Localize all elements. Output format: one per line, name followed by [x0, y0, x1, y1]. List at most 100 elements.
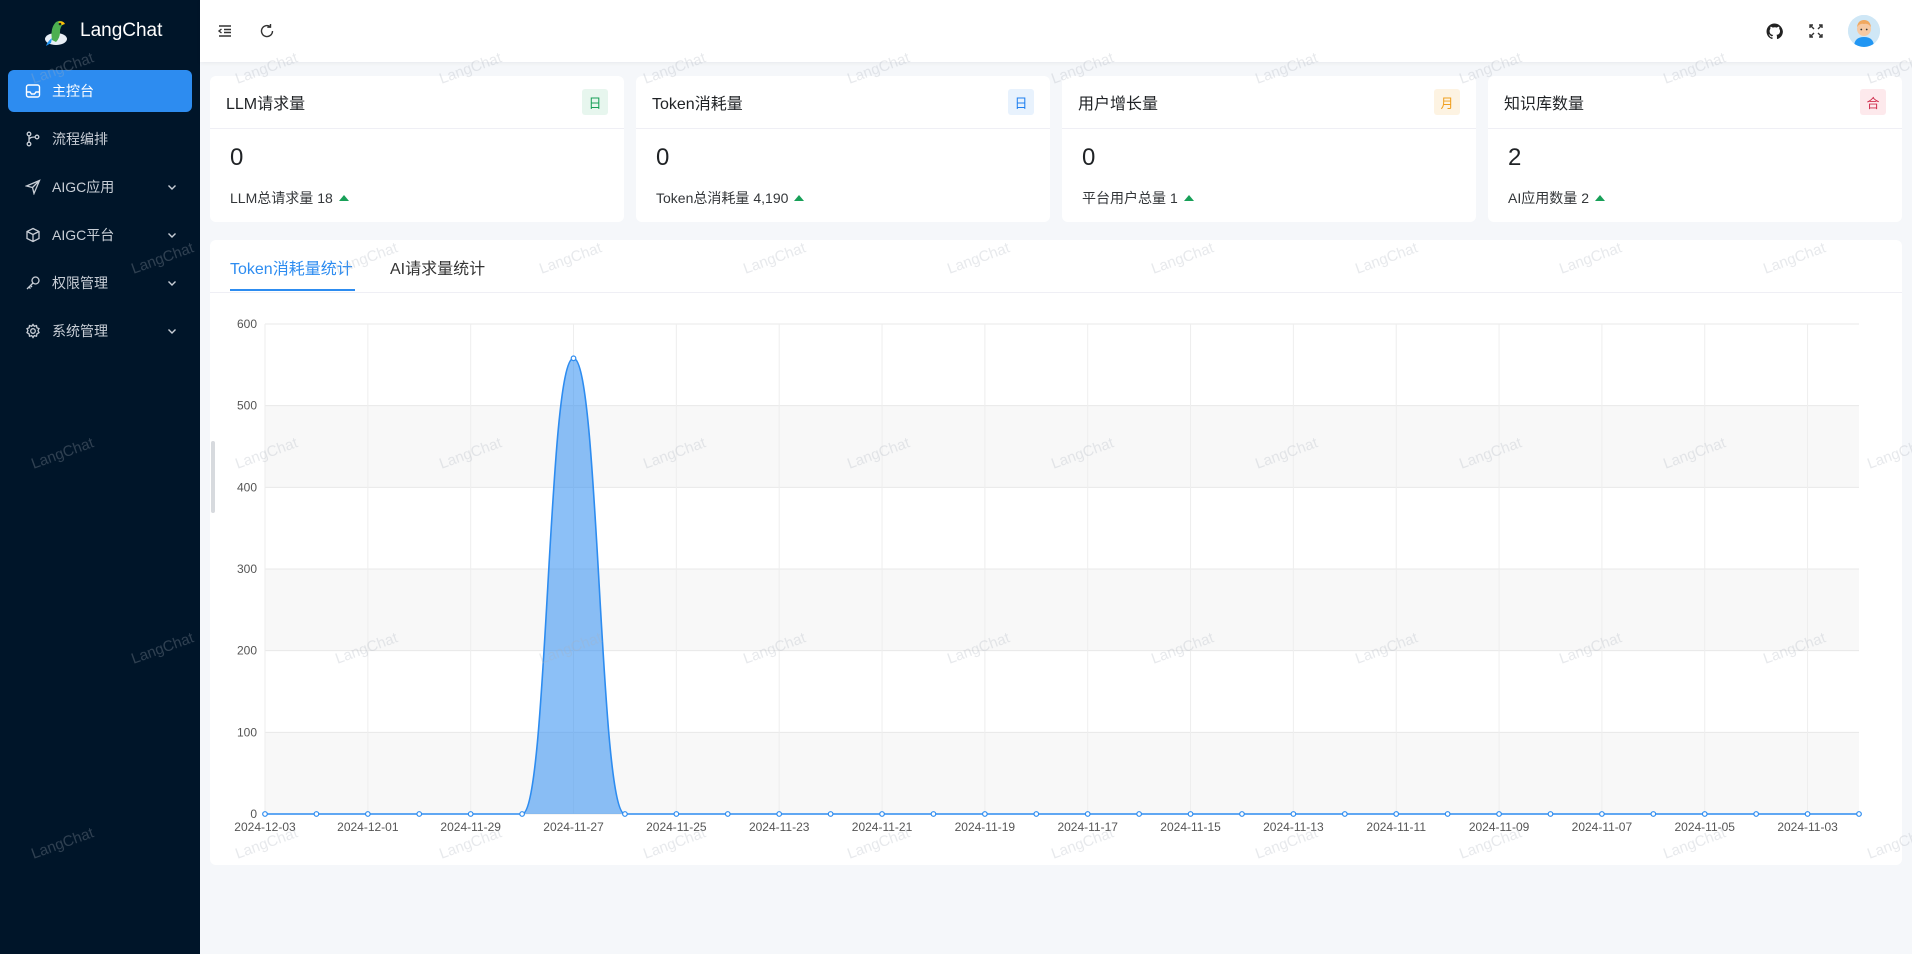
data-point [570, 355, 577, 362]
sidebar-item-aigc-apps[interactable]: AIGC应用 [8, 166, 192, 208]
data-point [930, 811, 937, 817]
x-tick-label: 2024-11-25 [646, 820, 707, 834]
card-value: 0 [656, 144, 670, 171]
data-point [1701, 811, 1708, 817]
card-summary: Token总消耗量 4,190 [656, 188, 805, 208]
card-summary: LLM总请求量 18 [230, 188, 349, 208]
data-point [1856, 811, 1862, 817]
y-tick-label: 500 [237, 399, 257, 413]
menu-fold-icon[interactable] [216, 22, 234, 40]
sidebar-item-dashboard[interactable]: 主控台 [8, 70, 192, 112]
sidebar-item-label: 主控台 [52, 83, 94, 99]
sidebar-item-flow[interactable]: 流程编排 [8, 118, 192, 160]
x-tick-label: 2024-11-17 [1057, 820, 1118, 834]
grid-band [265, 405, 1859, 488]
summary-label: Token总消耗量 [656, 190, 750, 206]
header [200, 0, 1912, 62]
sidebar-item-system[interactable]: 系统管理 [8, 310, 192, 352]
tab-token-usage[interactable]: Token消耗量统计 [230, 261, 353, 278]
github-icon[interactable] [1765, 22, 1783, 40]
gear-icon [24, 322, 42, 340]
card-value: 2 [1508, 144, 1522, 171]
period-tag: 月 [1434, 89, 1460, 115]
x-tick-label: 2024-12-01 [337, 820, 399, 834]
data-point [1239, 811, 1245, 817]
data-point [1290, 811, 1297, 817]
data-point [724, 811, 731, 817]
x-tick-label: 2024-11-05 [1674, 820, 1735, 834]
chevron-down-icon [168, 233, 176, 238]
card-title: 用户增长量 [1078, 96, 1159, 113]
avatar[interactable] [1848, 15, 1880, 47]
sidebar-item-label: 系统管理 [52, 323, 108, 339]
stat-card-token-usage: Token消耗量 日 0 Token总消耗量 4,190 [636, 76, 1050, 222]
card-title: Token消耗量 [652, 96, 743, 113]
data-point [1341, 811, 1348, 817]
caret-up-icon [338, 195, 349, 201]
logo[interactable]: LangChat [0, 0, 200, 62]
chart-tabs: Token消耗量统计 AI请求量统计 [210, 240, 1902, 293]
scrollbar-handle[interactable] [211, 441, 215, 513]
data-point [1187, 811, 1194, 817]
summary-label: AI应用数量 [1508, 190, 1578, 206]
card-title: 知识库数量 [1504, 96, 1585, 113]
x-tick-label: 2024-11-11 [1366, 820, 1426, 834]
stat-card-knowledge-base: 知识库数量 合 2 AI应用数量 2 [1488, 76, 1902, 222]
y-tick-label: 200 [237, 644, 257, 658]
grid-band [265, 569, 1859, 651]
grid-band [265, 732, 1859, 814]
card-value: 0 [1082, 144, 1096, 171]
card-value: 0 [230, 144, 244, 171]
stat-card-llm-requests: LLM请求量 日 0 LLM总请求量 18 [210, 76, 624, 222]
tab-ai-requests[interactable]: AI请求量统计 [390, 261, 486, 278]
data-point [1599, 811, 1605, 817]
series-area [265, 358, 1859, 814]
data-point [1084, 811, 1091, 817]
data-point [622, 811, 628, 817]
sidebar-nav: 主控台 流程编排 AIGC应用 AIGC平台 权限管理 [0, 70, 200, 352]
fullscreen-icon[interactable] [1807, 22, 1825, 40]
caret-up-icon [794, 195, 805, 201]
x-tick-label: 2024-11-27 [543, 820, 604, 834]
summary-value: 18 [317, 190, 333, 206]
summary-value: 4,190 [753, 190, 789, 206]
x-tick-label: 2024-11-03 [1777, 820, 1838, 834]
x-tick-label: 2024-11-13 [1263, 820, 1324, 834]
send-icon [24, 178, 42, 196]
sidebar: LangChat 主控台 流程编排 AIGC应用 AIGC平台 [0, 0, 200, 954]
data-point [827, 811, 834, 817]
card-header: 知识库数量 合 [1488, 76, 1902, 129]
data-point [981, 811, 988, 817]
data-point [1804, 811, 1811, 817]
refresh-icon[interactable] [258, 22, 276, 40]
y-tick-label: 100 [237, 725, 257, 739]
card-header: 用户增长量 月 [1062, 76, 1476, 129]
key-icon [24, 274, 42, 292]
dashboard-icon [24, 82, 42, 100]
data-point [519, 811, 525, 817]
caret-up-icon [1595, 195, 1606, 201]
sidebar-item-permissions[interactable]: 权限管理 [8, 262, 192, 304]
chevron-down-icon [168, 329, 176, 334]
card-summary: AI应用数量 2 [1508, 188, 1606, 208]
data-point [1393, 811, 1400, 817]
x-tick-label: 2024-12-03 [234, 820, 296, 834]
data-point [776, 811, 783, 817]
sidebar-item-label: AIGC平台 [52, 227, 115, 243]
card-summary: 平台用户总量 1 [1082, 188, 1194, 208]
token-usage-chart: 0 100 200 300 400 500 600 2024-12-03 2024-12-01 2… [234, 317, 1862, 834]
x-tick-label: 2024-11-19 [955, 820, 1016, 834]
x-tick-label: 2024-11-09 [1469, 820, 1530, 834]
x-tick-label: 2024-11-29 [440, 820, 501, 834]
data-point [364, 811, 371, 817]
sidebar-item-aigc-platform[interactable]: AIGC平台 [8, 214, 192, 256]
data-point [879, 811, 885, 817]
parrot-logo-icon [45, 20, 67, 46]
period-tag: 合 [1860, 89, 1886, 115]
summary-label: 平台用户总量 [1082, 190, 1166, 206]
chevron-down-icon [168, 185, 176, 190]
x-tick-label: 2024-11-23 [749, 820, 810, 834]
y-tick-label: 0 [250, 807, 257, 821]
period-tag: 日 [1008, 89, 1034, 115]
caret-up-icon [1183, 195, 1194, 201]
